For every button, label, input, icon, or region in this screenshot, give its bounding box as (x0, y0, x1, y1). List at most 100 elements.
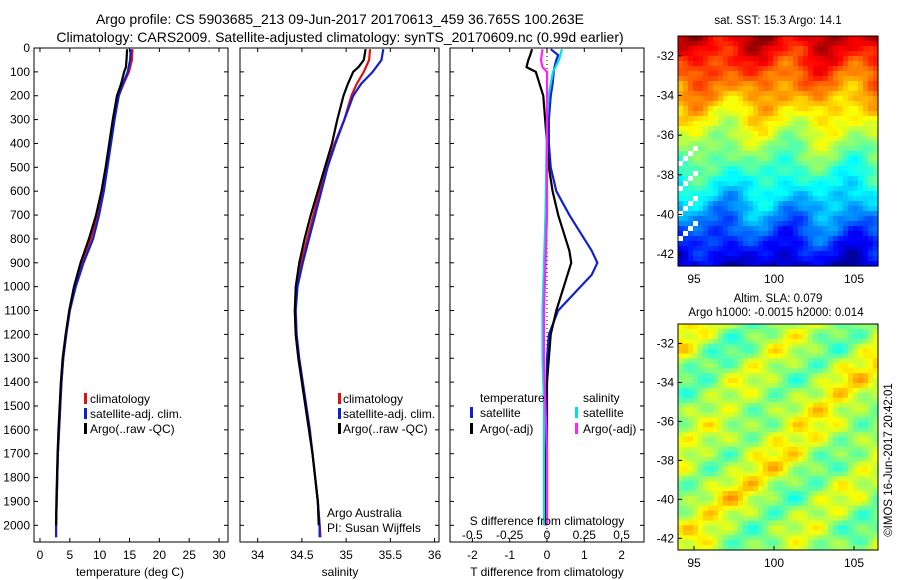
map-cell (788, 36, 794, 42)
map-cell (683, 166, 689, 172)
map-cell (793, 101, 799, 107)
map-cell (843, 476, 849, 482)
map-cell (843, 432, 849, 438)
map-cell (858, 166, 864, 172)
map-cell (868, 216, 874, 222)
map-cell (853, 530, 859, 536)
map-cell (778, 206, 784, 212)
map-cell (723, 441, 729, 448)
map-cell (763, 131, 769, 137)
map-cell (713, 201, 719, 207)
map-cell (693, 71, 699, 77)
map-cell (863, 46, 869, 52)
map-cell (868, 101, 874, 107)
map-cell (763, 324, 769, 330)
map-cell (768, 348, 774, 355)
s-tick-label: 0 (544, 528, 551, 542)
map-cell (803, 101, 809, 107)
map-cell (743, 166, 749, 172)
map-cell (838, 525, 844, 531)
map-cell (683, 505, 689, 512)
map-cell (868, 226, 874, 232)
map-cell (773, 236, 779, 242)
map-cell (723, 495, 729, 502)
map-cell (778, 441, 784, 448)
map-cell (868, 422, 874, 428)
map-cell (768, 61, 774, 67)
map-cell (823, 256, 829, 262)
map-cell (873, 324, 879, 330)
map-cell (773, 500, 779, 507)
map-cell (683, 76, 689, 82)
x-tick-label: -2 (467, 548, 478, 562)
map-cell (693, 51, 699, 57)
map-cell (693, 66, 699, 72)
map-cell (858, 520, 864, 527)
map-cell (763, 392, 769, 399)
map-cell (718, 81, 724, 87)
map-cell (773, 46, 779, 52)
map-cell (858, 481, 864, 487)
map-cell (693, 261, 699, 267)
map-cell (693, 96, 699, 102)
map-cell (858, 530, 864, 536)
y-tick-label: -34 (657, 88, 675, 102)
map-cell (788, 41, 794, 47)
map-cell (763, 417, 769, 423)
map-cell (733, 236, 739, 242)
y-tick-label: -42 (657, 247, 675, 261)
map-cell (723, 417, 729, 423)
map-cell (698, 171, 704, 177)
map-cell (728, 368, 734, 374)
map-cell (788, 333, 794, 340)
map-cell (743, 530, 749, 536)
map-cell (848, 486, 854, 492)
map-cell (733, 520, 739, 527)
map-cell (713, 333, 719, 340)
map-cell (678, 141, 684, 147)
map-cell (703, 71, 709, 77)
map-cell (868, 378, 874, 384)
map-cell (793, 211, 799, 217)
map-cell (713, 96, 719, 102)
map-cell (873, 368, 879, 374)
map-cell (778, 171, 784, 177)
map-cell (763, 333, 769, 340)
map-cell (863, 211, 869, 217)
map-cell (873, 358, 879, 364)
map-cell (818, 156, 824, 162)
map-cell (718, 520, 724, 527)
map-cell (848, 96, 854, 102)
map-cell (848, 176, 854, 182)
map-cell (723, 241, 729, 247)
map-cell (753, 101, 759, 107)
map-cell (698, 343, 704, 350)
map-cell (753, 126, 759, 132)
map-cell (833, 46, 839, 52)
map-cell (778, 515, 784, 522)
map-cell (733, 373, 739, 379)
map-cell (858, 51, 864, 57)
map-cell (688, 324, 694, 330)
map-cell (833, 324, 839, 330)
map-cell (833, 486, 839, 492)
map-cell (773, 151, 779, 157)
map-cell (758, 146, 764, 152)
map-cell (728, 196, 734, 202)
map-cell (678, 166, 684, 172)
map-cell (848, 51, 854, 57)
map-cell (873, 451, 879, 458)
map-cell (803, 382, 809, 389)
map-cell (688, 353, 694, 359)
map-cell (743, 156, 749, 162)
map-cell (698, 256, 704, 262)
map-cell (758, 397, 764, 404)
map-cell (798, 545, 804, 551)
map-cell (748, 466, 754, 472)
map-cell (773, 51, 779, 57)
legend-swatch-s-satellite (575, 407, 578, 418)
map-cell (753, 368, 759, 374)
map-cell (828, 378, 834, 384)
map-cell (708, 166, 714, 172)
map-cell (738, 111, 744, 117)
